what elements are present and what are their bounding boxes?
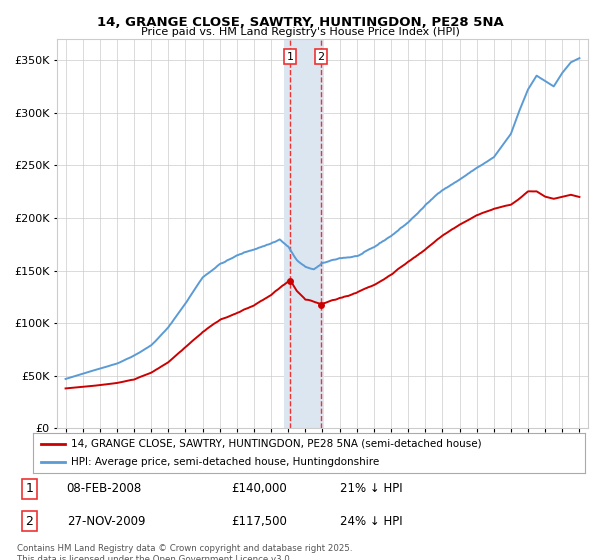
Text: 24% ↓ HPI: 24% ↓ HPI <box>340 515 403 528</box>
Text: Price paid vs. HM Land Registry's House Price Index (HPI): Price paid vs. HM Land Registry's House … <box>140 27 460 37</box>
Text: £117,500: £117,500 <box>231 515 287 528</box>
Bar <box>284 39 324 428</box>
Text: 27-NOV-2009: 27-NOV-2009 <box>67 515 145 528</box>
Text: 1: 1 <box>286 52 293 62</box>
Text: 2: 2 <box>25 515 33 528</box>
Text: HPI: Average price, semi-detached house, Huntingdonshire: HPI: Average price, semi-detached house,… <box>71 458 379 467</box>
Text: 1: 1 <box>25 482 33 496</box>
Text: 21% ↓ HPI: 21% ↓ HPI <box>340 482 403 496</box>
Text: 14, GRANGE CLOSE, SAWTRY, HUNTINGDON, PE28 5NA (semi-detached house): 14, GRANGE CLOSE, SAWTRY, HUNTINGDON, PE… <box>71 439 481 449</box>
Text: 14, GRANGE CLOSE, SAWTRY, HUNTINGDON, PE28 5NA: 14, GRANGE CLOSE, SAWTRY, HUNTINGDON, PE… <box>97 16 503 29</box>
Text: 08-FEB-2008: 08-FEB-2008 <box>67 482 142 496</box>
Text: Contains HM Land Registry data © Crown copyright and database right 2025.
This d: Contains HM Land Registry data © Crown c… <box>17 544 352 560</box>
Text: 2: 2 <box>317 52 325 62</box>
Text: £140,000: £140,000 <box>231 482 287 496</box>
